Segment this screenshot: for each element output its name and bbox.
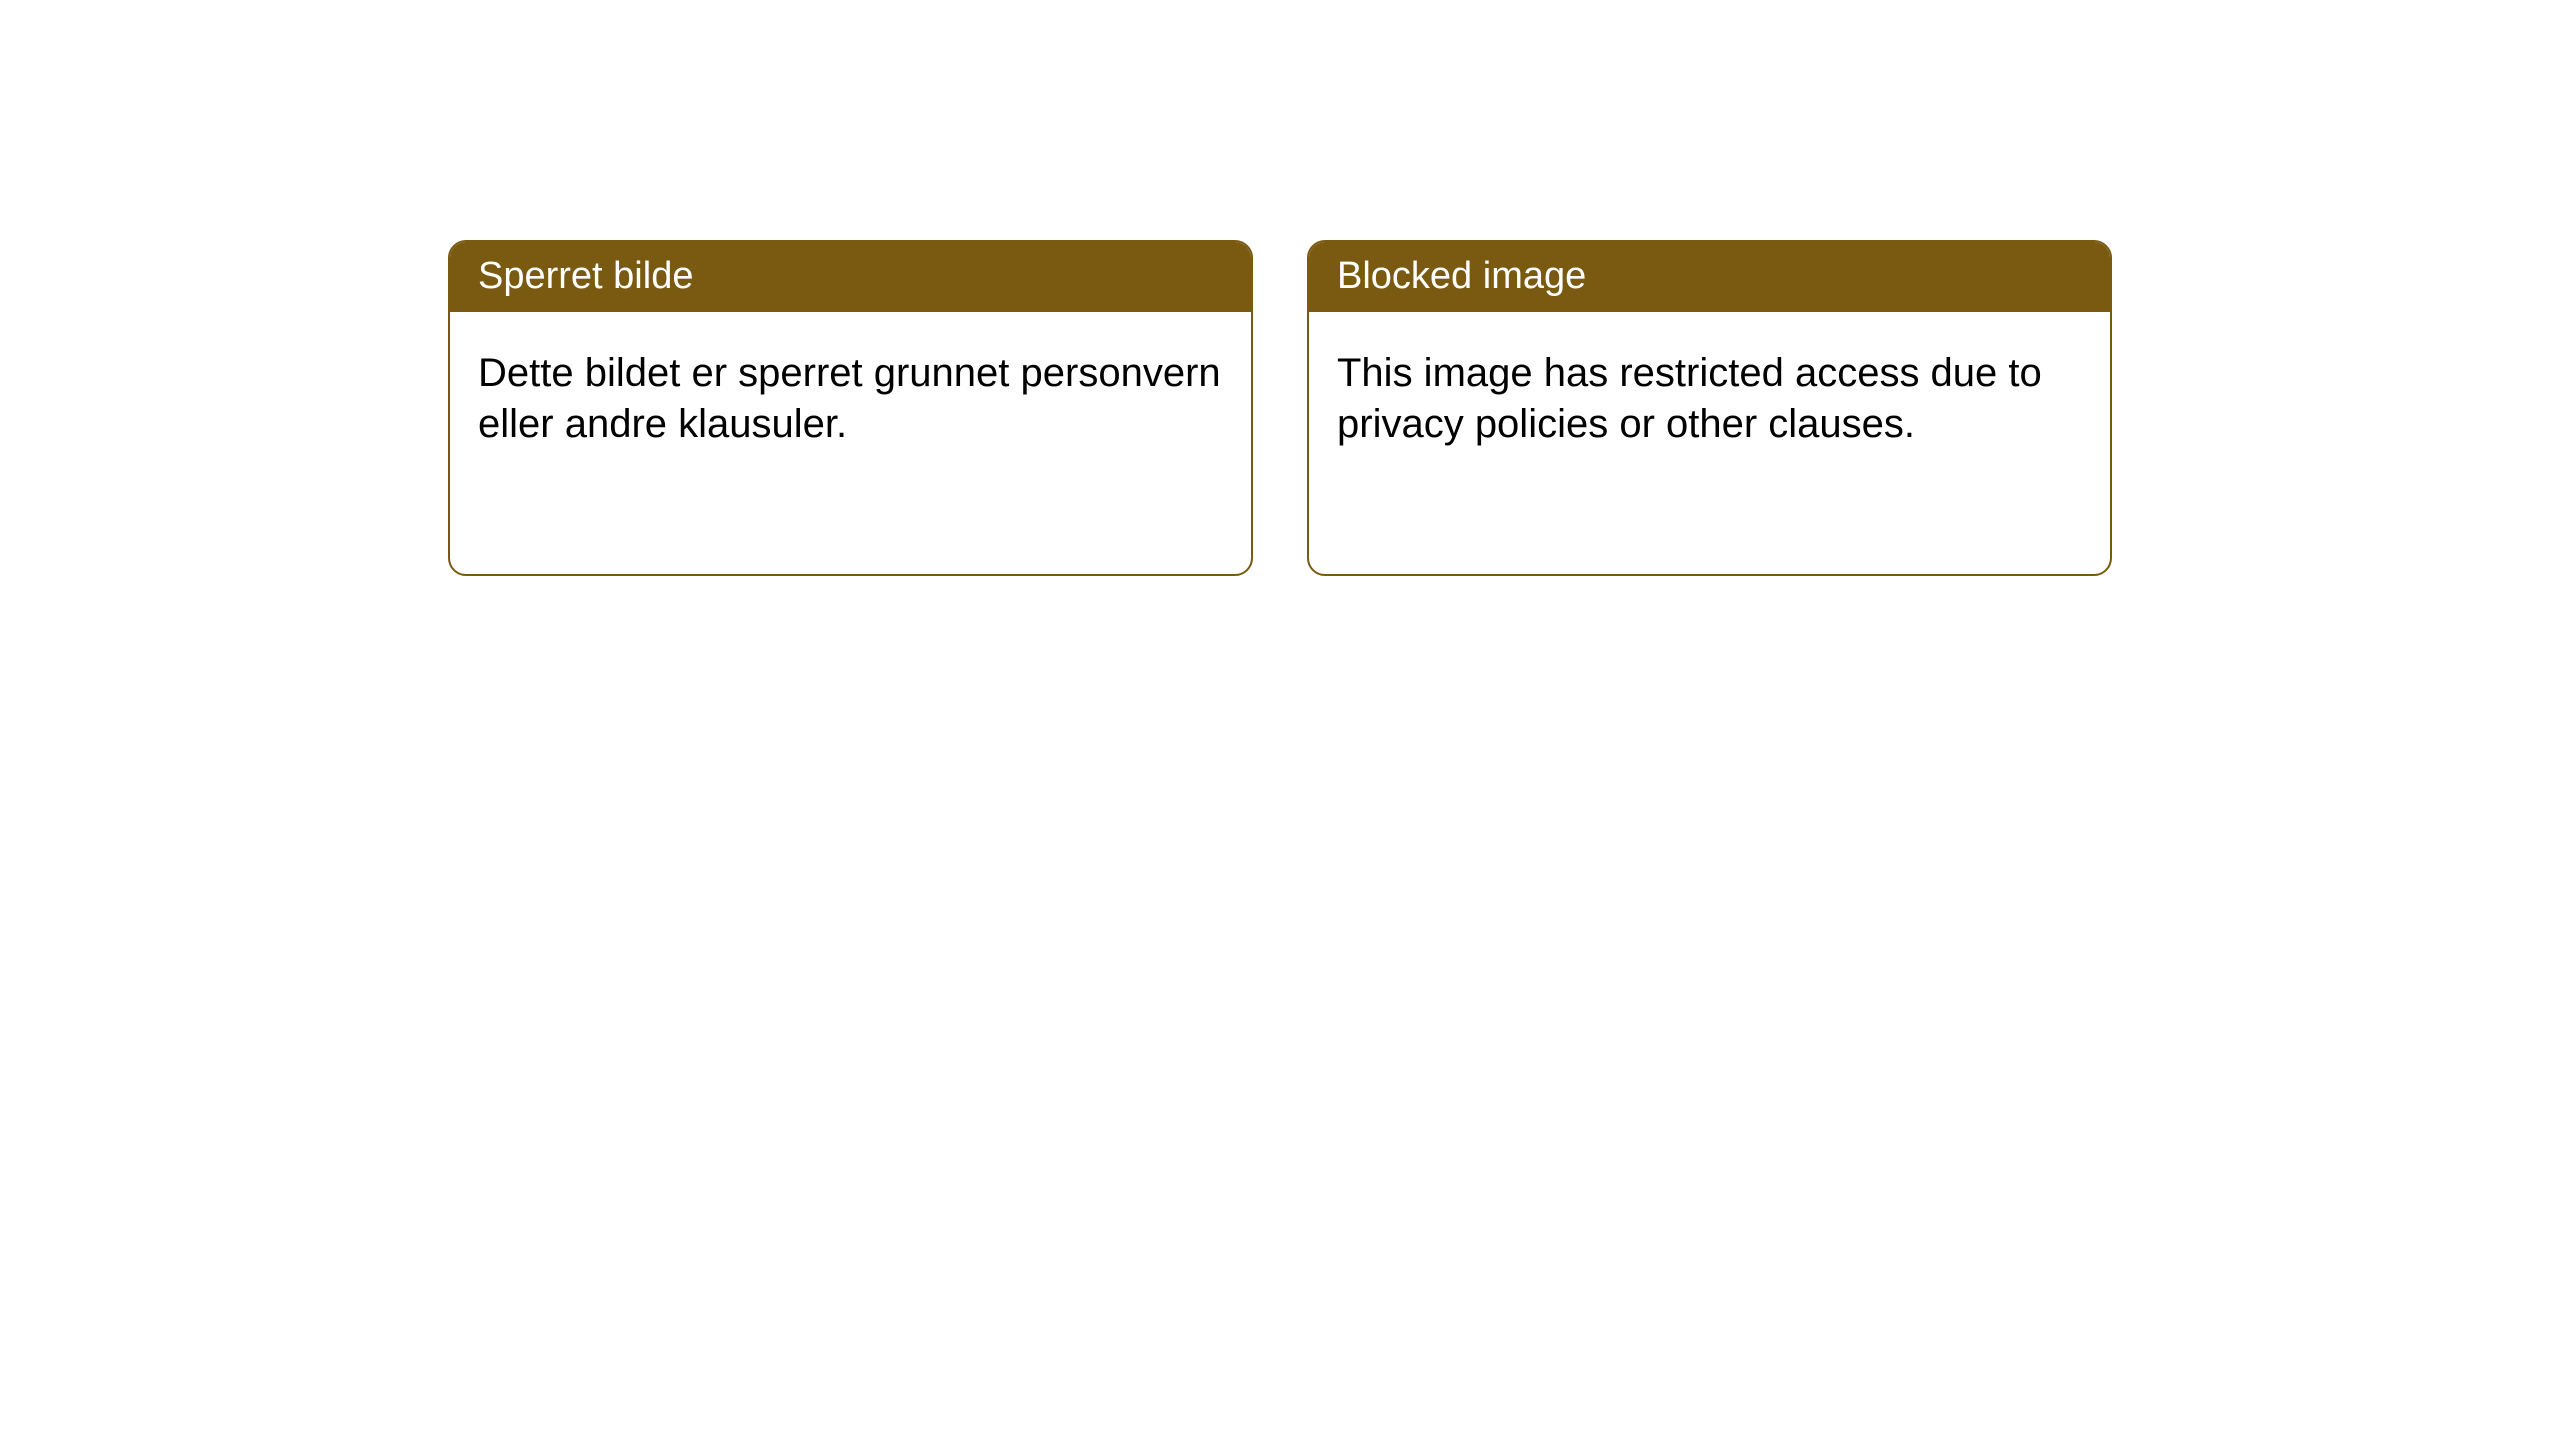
- notice-card-body: Dette bildet er sperret grunnet personve…: [450, 312, 1251, 486]
- notice-card-title: Blocked image: [1309, 242, 2110, 312]
- notice-card-body: This image has restricted access due to …: [1309, 312, 2110, 486]
- notice-card-title: Sperret bilde: [450, 242, 1251, 312]
- notice-card-english: Blocked image This image has restricted …: [1307, 240, 2112, 576]
- notice-card-norwegian: Sperret bilde Dette bildet er sperret gr…: [448, 240, 1253, 576]
- notice-container: Sperret bilde Dette bildet er sperret gr…: [0, 0, 2560, 576]
